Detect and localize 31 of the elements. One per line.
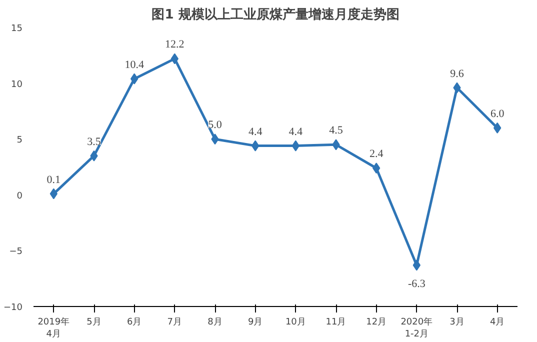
data-label: 2.4 bbox=[369, 148, 384, 160]
data-label: -6.3 bbox=[408, 278, 426, 290]
data-label: 0.1 bbox=[46, 174, 61, 186]
chart-title: 图1 规模以上工业原煤产量增速月度走势图 bbox=[152, 6, 400, 22]
x-tick-label: 8月 bbox=[208, 318, 222, 328]
x-tick-label: 6月 bbox=[126, 318, 142, 328]
data-label: 9.6 bbox=[450, 68, 464, 80]
y-tick-label: −5 bbox=[9, 247, 23, 258]
data-label: 4.5 bbox=[329, 124, 344, 137]
y-tick-label: −10 bbox=[4, 303, 23, 313]
data-label: 4.4 bbox=[248, 126, 263, 138]
data-label: 6.0 bbox=[490, 108, 505, 120]
x-tick-label: 3月 bbox=[450, 318, 464, 328]
data-label: 3.5 bbox=[87, 136, 102, 148]
x-tick-label: 7月 bbox=[167, 318, 182, 328]
y-tick-label: 15 bbox=[11, 24, 22, 34]
x-tick-label: 4月 bbox=[490, 318, 505, 328]
data-label: 10.4 bbox=[124, 58, 144, 71]
x-tick-label: 2020年 1-2月 bbox=[400, 316, 433, 340]
data-label: 5.0 bbox=[208, 119, 222, 132]
data-label: 4.4 bbox=[288, 126, 304, 138]
data-label: 12.2 bbox=[165, 38, 184, 51]
x-tick-label: 9月 bbox=[248, 318, 263, 328]
x-tick-label: 5月 bbox=[86, 318, 102, 328]
x-tick-label: 10月 bbox=[285, 318, 306, 328]
y-tick-label: 10 bbox=[11, 80, 23, 90]
y-tick-label: 5 bbox=[16, 136, 23, 146]
x-tick-label: 11月 bbox=[326, 318, 346, 328]
x-tick-label: 12月 bbox=[366, 318, 387, 328]
y-tick-label: 0 bbox=[16, 191, 23, 202]
x-tick-label: 2019年 4月 bbox=[38, 316, 70, 340]
